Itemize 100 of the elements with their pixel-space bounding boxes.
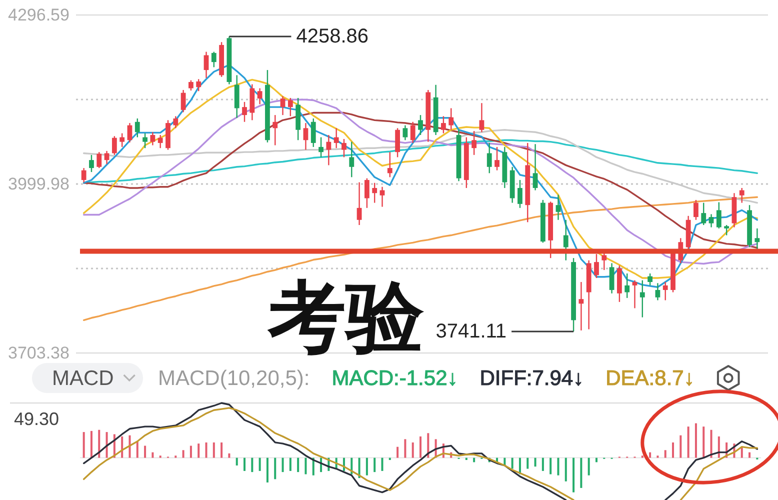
bar xyxy=(404,439,406,458)
candlestick xyxy=(708,214,714,228)
candlestick xyxy=(81,167,86,183)
candlestick xyxy=(127,122,132,143)
bar xyxy=(511,458,514,469)
candlestick xyxy=(662,281,668,301)
candlestick xyxy=(563,219,568,261)
candlestick xyxy=(142,132,148,149)
candlestick xyxy=(532,144,538,191)
text: DEA:8.7↓ xyxy=(606,367,694,390)
bar xyxy=(128,435,131,458)
bar xyxy=(588,458,590,476)
bar xyxy=(198,444,200,458)
candlestick xyxy=(288,97,293,117)
candlestick xyxy=(112,136,117,156)
bar xyxy=(136,441,138,458)
candlestick xyxy=(441,116,446,134)
candlestick xyxy=(448,108,454,130)
candlestick xyxy=(89,154,94,173)
bar xyxy=(564,458,567,482)
bar xyxy=(550,458,552,474)
bar xyxy=(580,458,582,488)
candlestick xyxy=(196,78,202,92)
candlestick xyxy=(556,194,561,220)
bar xyxy=(427,433,430,458)
bar xyxy=(718,436,720,458)
bar xyxy=(702,426,705,458)
candlestick xyxy=(479,102,484,133)
bar xyxy=(374,458,376,472)
candlestick xyxy=(326,134,332,166)
candlestick xyxy=(372,182,378,204)
bar xyxy=(534,458,536,467)
bar xyxy=(649,452,652,458)
bar xyxy=(82,432,85,458)
y-tick-label: 4296.59 xyxy=(8,6,70,24)
bar xyxy=(664,450,666,458)
candlestick xyxy=(242,101,247,122)
candlestick xyxy=(96,151,102,169)
text: MACD:-1.52↓ xyxy=(332,367,458,390)
candlestick xyxy=(739,187,744,204)
y-tick-label: 3999.98 xyxy=(8,174,70,194)
bar xyxy=(152,452,154,458)
bar xyxy=(144,446,146,458)
candlestick xyxy=(655,282,660,301)
bar xyxy=(304,458,307,474)
candlestick xyxy=(609,262,614,294)
candlestick xyxy=(342,138,346,158)
candlestick xyxy=(318,136,324,158)
bar xyxy=(572,458,575,492)
annotation: 考验 xyxy=(267,273,425,361)
text: DIFF:7.94↓ xyxy=(480,367,584,390)
bar xyxy=(366,458,368,476)
candlestick xyxy=(272,114,278,146)
bar xyxy=(396,446,399,458)
candlestick xyxy=(150,132,156,146)
candlestick xyxy=(724,224,730,236)
bar xyxy=(205,442,208,458)
bar xyxy=(220,442,223,458)
candlestick xyxy=(578,281,584,332)
candlestick xyxy=(188,80,194,92)
candlestick xyxy=(410,121,416,144)
legend-title: MACD(10,20,5): xyxy=(158,367,310,390)
candlestick xyxy=(640,280,645,318)
annotation: 4258.86 xyxy=(296,26,369,48)
candlestick xyxy=(134,118,140,138)
candlestick xyxy=(624,272,630,299)
bar xyxy=(98,430,100,458)
bar xyxy=(680,435,682,458)
text: MACD xyxy=(52,367,114,390)
bar xyxy=(412,442,414,458)
candlestick xyxy=(204,51,209,79)
bar xyxy=(274,458,276,480)
bar xyxy=(212,442,215,458)
bar xyxy=(687,426,690,458)
candlestick xyxy=(716,202,722,230)
bar xyxy=(228,453,230,458)
candlestick xyxy=(418,114,423,136)
bar xyxy=(258,458,261,471)
candlestick xyxy=(632,280,638,309)
candlestick xyxy=(120,132,125,148)
candlestick xyxy=(234,74,240,118)
bar xyxy=(106,432,108,458)
bar xyxy=(244,458,246,471)
bar xyxy=(90,430,92,458)
candlestick xyxy=(518,179,522,209)
candlestick xyxy=(486,142,492,174)
text: 49.30 xyxy=(14,409,60,429)
candlestick xyxy=(158,134,163,149)
bar xyxy=(381,458,384,471)
candlestick xyxy=(472,130,477,156)
candlestick xyxy=(648,272,652,286)
bar xyxy=(672,442,674,458)
annotation: 3741.11 xyxy=(436,320,507,342)
bar xyxy=(420,436,422,458)
candlestick xyxy=(364,178,370,209)
y-tick-label: 3703.38 xyxy=(8,344,70,362)
candlestick xyxy=(280,96,286,116)
candlestick xyxy=(694,199,698,220)
bar xyxy=(236,458,238,466)
candlestick xyxy=(303,122,308,150)
